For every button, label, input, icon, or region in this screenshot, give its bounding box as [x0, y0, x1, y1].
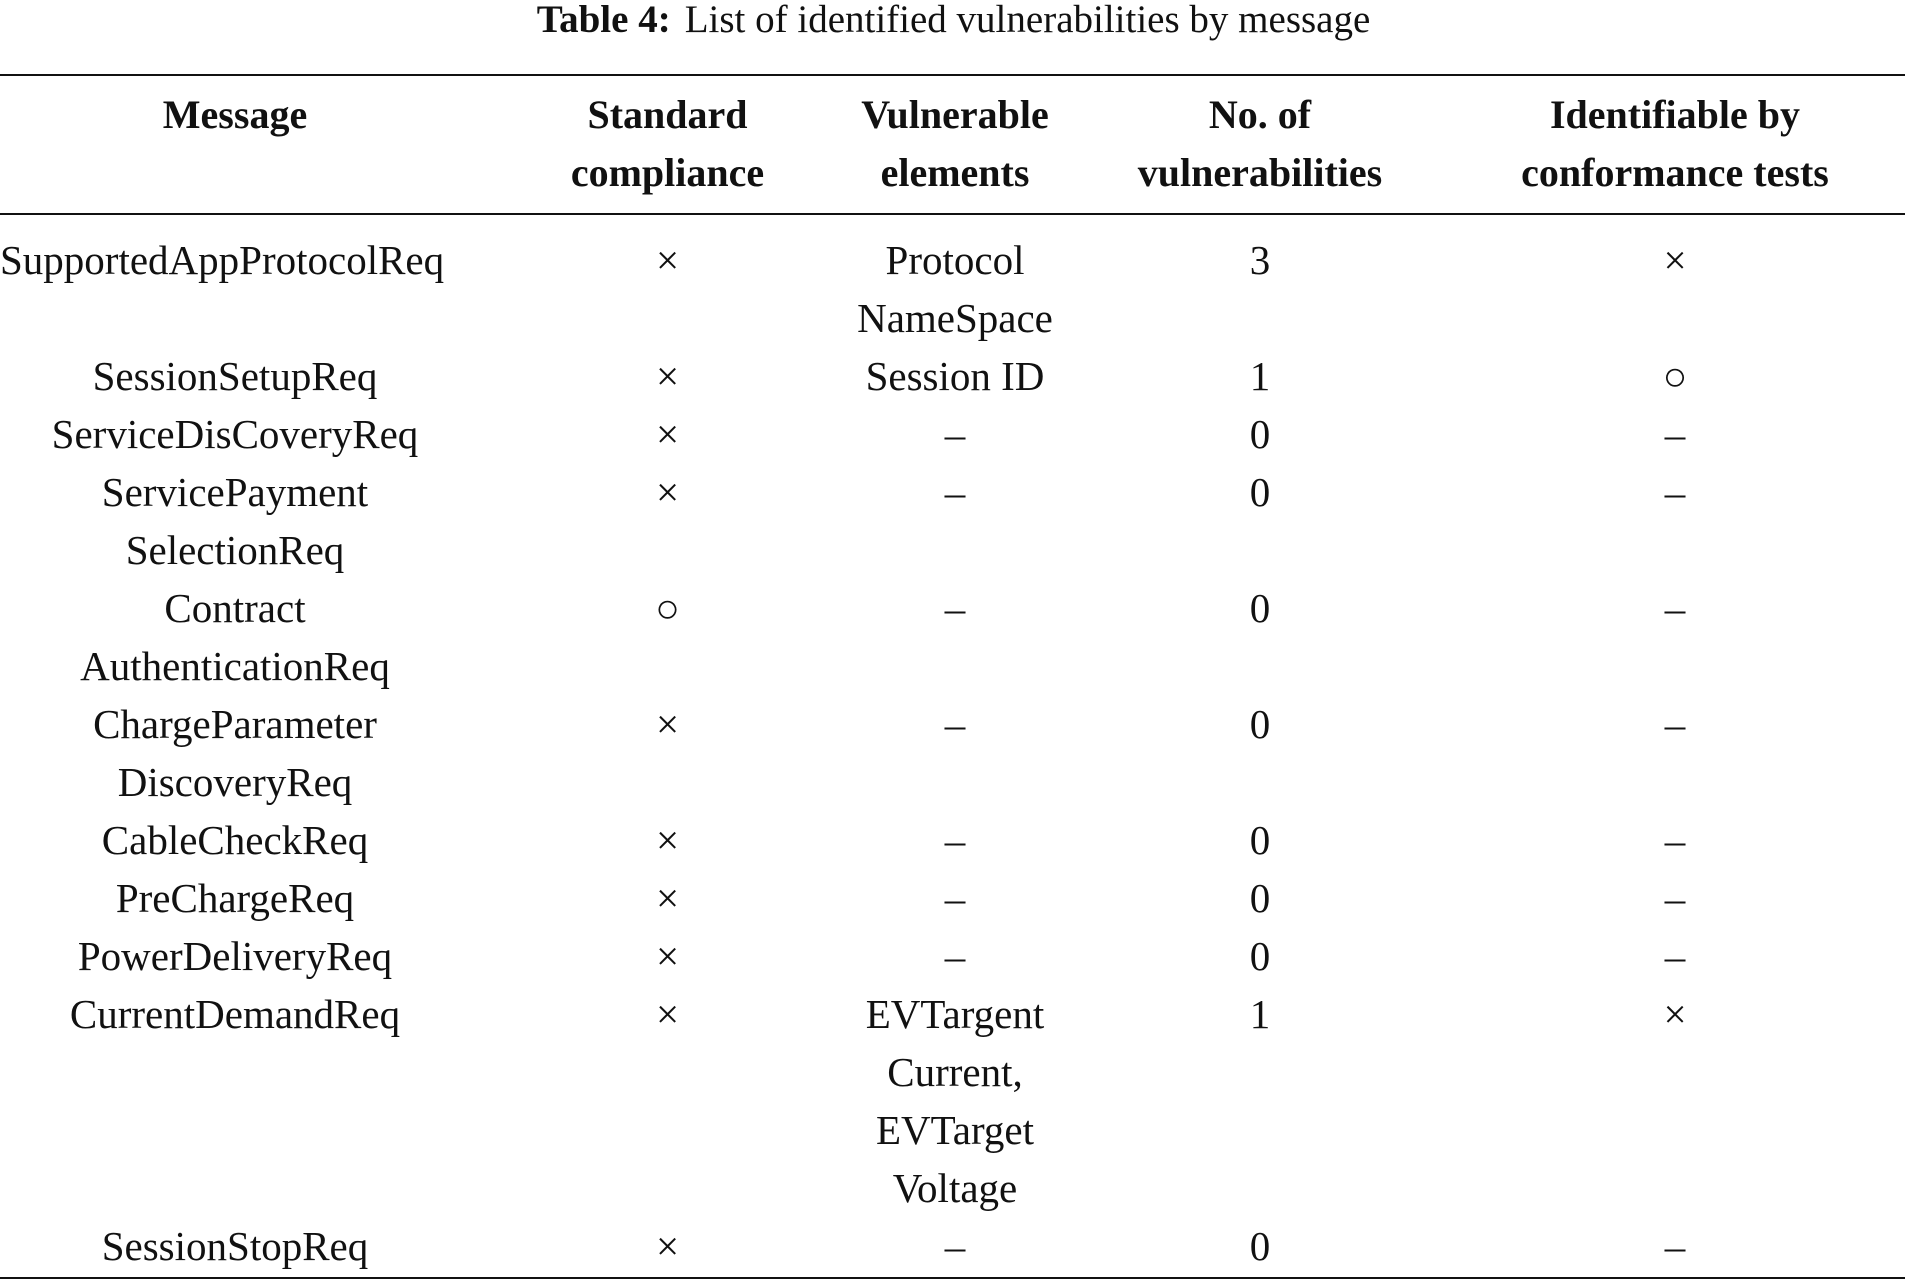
cell-identifiable: – — [1664, 411, 1686, 457]
table-row: SessionStopReq × – 0 – — [0, 1217, 1905, 1278]
table-caption-label: Table 4: — [536, 0, 671, 41]
header-row: Message Standard compliance Vulnerable e… — [0, 75, 1905, 214]
cell-vulnerable-elements: – — [944, 1223, 966, 1269]
cell-no-of-vulnerabilities: 0 — [1249, 469, 1271, 515]
cell-standard-compliance: × — [655, 701, 680, 747]
cell-no-of-vulnerabilities: 1 — [1249, 991, 1271, 1037]
cell-standard-compliance: × — [655, 875, 680, 921]
cell-vulnerable-elements: Protocol NameSpace — [857, 237, 1053, 341]
cell-standard-compliance: × — [655, 933, 680, 979]
header-no-of-vulnerabilities: No. of vulnerabilities — [1137, 92, 1383, 195]
cell-message: PreChargeReq — [115, 875, 355, 921]
cell-standard-compliance: × — [655, 353, 680, 399]
cell-no-of-vulnerabilities: 3 — [1249, 237, 1271, 283]
table-caption-text: List of identified vulnerabilities by me… — [684, 0, 1371, 41]
table-row: CurrentDemandReq × EVTargent Current, EV… — [0, 985, 1905, 1217]
cell-vulnerable-elements: – — [944, 585, 966, 631]
table-row: ChargeParameter DiscoveryReq × – 0 – — [0, 695, 1905, 811]
cell-message: Contract AuthenticationReq — [80, 585, 390, 689]
cell-identifiable: × — [1663, 237, 1687, 283]
cell-identifiable: – — [1664, 875, 1686, 921]
cell-vulnerable-elements: – — [944, 701, 966, 747]
cell-message: ServiceDisCoveryReq — [51, 411, 419, 457]
table-header: Message Standard compliance Vulnerable e… — [0, 75, 1905, 214]
table-row: CableCheckReq × – 0 – — [0, 811, 1905, 869]
cell-standard-compliance: × — [655, 817, 680, 863]
cell-no-of-vulnerabilities: 0 — [1249, 817, 1271, 863]
cell-message: SupportedAppProtocolReq — [0, 237, 445, 283]
table-row: PowerDeliveryReq × – 0 – — [0, 927, 1905, 985]
cell-no-of-vulnerabilities: 1 — [1249, 353, 1271, 399]
cell-identifiable: – — [1664, 933, 1686, 979]
cell-vulnerable-elements: – — [944, 817, 966, 863]
cell-identifiable: – — [1664, 585, 1686, 631]
vulnerabilities-table: Message Standard compliance Vulnerable e… — [0, 74, 1905, 1279]
table-row: Contract AuthenticationReq ○ – 0 – — [0, 579, 1905, 695]
cell-vulnerable-elements: – — [944, 933, 966, 979]
cell-identifiable: × — [1663, 991, 1687, 1037]
cell-vulnerable-elements: EVTargent Current, EVTarget Voltage — [865, 991, 1045, 1211]
cell-message: SessionSetupReq — [92, 353, 378, 399]
cell-message: PowerDeliveryReq — [77, 933, 393, 979]
header-identifiable-by-conformance-tests: Identifiable by conformance tests — [1521, 92, 1829, 195]
cell-standard-compliance: ○ — [655, 585, 680, 631]
cell-vulnerable-elements: – — [944, 469, 966, 515]
cell-standard-compliance: × — [655, 991, 680, 1037]
table-row: SessionSetupReq × Session ID 1 ○ — [0, 347, 1905, 405]
header-message: Message — [162, 92, 308, 137]
cell-identifiable: – — [1664, 701, 1686, 747]
table-row: PreChargeReq × – 0 – — [0, 869, 1905, 927]
table-body: SupportedAppProtocolReq × Protocol NameS… — [0, 214, 1905, 1278]
cell-identifiable: – — [1664, 1223, 1686, 1269]
cell-identifiable: ○ — [1662, 353, 1688, 399]
cell-vulnerable-elements: – — [944, 875, 966, 921]
table-row: ServiceDisCoveryReq × – 0 – — [0, 405, 1905, 463]
header-standard-compliance: Standard compliance — [570, 92, 765, 195]
cell-vulnerable-elements: – — [944, 411, 966, 457]
cell-message: ChargeParameter DiscoveryReq — [93, 701, 377, 805]
cell-no-of-vulnerabilities: 0 — [1249, 411, 1271, 457]
cell-no-of-vulnerabilities: 0 — [1249, 1223, 1271, 1269]
cell-standard-compliance: × — [655, 1223, 680, 1269]
cell-message: CableCheckReq — [101, 817, 369, 863]
table-row: SupportedAppProtocolReq × Protocol NameS… — [0, 214, 1905, 347]
cell-message: SessionStopReq — [101, 1223, 369, 1269]
cell-identifiable: – — [1664, 469, 1686, 515]
cell-no-of-vulnerabilities: 0 — [1249, 933, 1271, 979]
table-caption: Table 4: List of identified vulnerabiliti… — [0, 0, 1907, 40]
cell-standard-compliance: × — [655, 469, 680, 515]
header-vulnerable-elements: Vulnerable elements — [861, 92, 1049, 195]
cell-standard-compliance: × — [655, 411, 680, 457]
cell-vulnerable-elements: Session ID — [865, 353, 1045, 399]
table-row: ServicePayment SelectionReq × – 0 – — [0, 463, 1905, 579]
cell-no-of-vulnerabilities: 0 — [1249, 701, 1271, 747]
cell-standard-compliance: × — [655, 237, 680, 283]
cell-message: ServicePayment SelectionReq — [101, 469, 369, 573]
cell-no-of-vulnerabilities: 0 — [1249, 585, 1271, 631]
cell-identifiable: – — [1664, 817, 1686, 863]
cell-message: CurrentDemandReq — [69, 991, 401, 1037]
cell-no-of-vulnerabilities: 0 — [1249, 875, 1271, 921]
